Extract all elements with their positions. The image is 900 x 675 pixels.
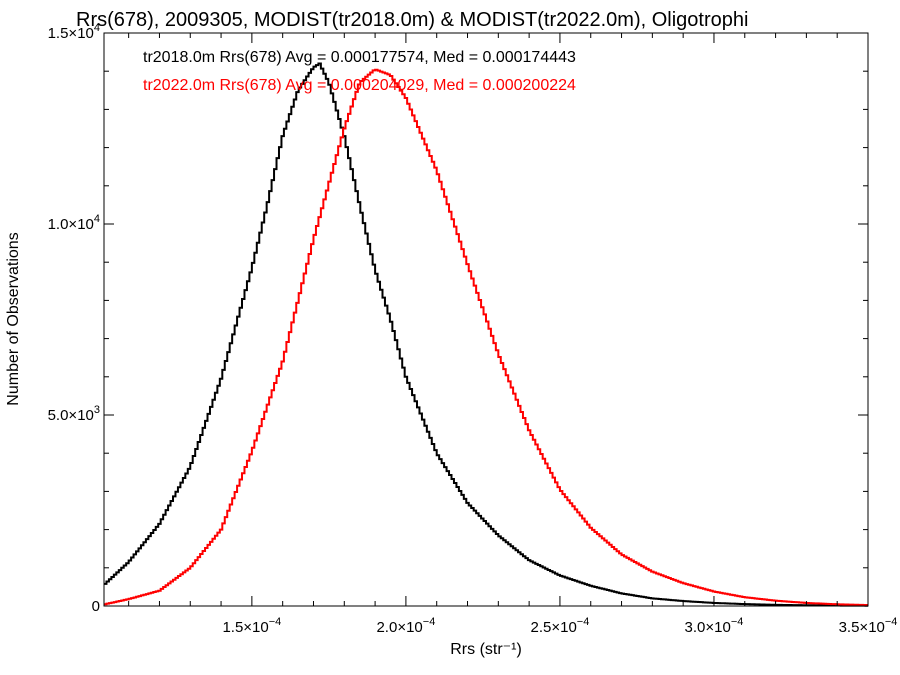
- x-tick-label: 3.5×10−4: [839, 616, 898, 636]
- x-axis-label: Rrs (str⁻¹): [450, 641, 522, 658]
- plot-frame: [103, 32, 869, 607]
- x-axis-label-text: Rrs (str⁻¹): [450, 641, 522, 658]
- x-tick-label: 2.5×10−4: [531, 616, 590, 636]
- chart-title: Rrs(678), 2009305, MODIST(tr2018.0m) & M…: [76, 9, 748, 31]
- x-tick-label: 3.0×10−4: [685, 616, 744, 636]
- x-axis-ticks: 1.5×10−4 2.0×10−4 2.5×10−4 3.0×10−4 3.5×10−4: [128, 33, 898, 636]
- y-tick-label: 0: [92, 598, 100, 615]
- series-line-tr2022.0m: [104, 68, 868, 607]
- series-line-tr2018.0m: [104, 62, 868, 607]
- x-tick-label: 2.0×10−4: [376, 616, 435, 636]
- y-axis-ticks: 0 5.0×103 1.0×104 1.5×104: [48, 22, 868, 615]
- y-axis-label: Number of Observations: [5, 232, 22, 405]
- series-1-annotation: tr2018.0m Rrs(678) Avg = 0.000177574, Me…: [143, 49, 576, 66]
- y-tick-label: 1.5×104: [48, 22, 100, 42]
- x-tick-label: 1.5×10−4: [222, 616, 281, 636]
- plot-body: [104, 62, 868, 607]
- y-tick-label: 1.0×104: [48, 213, 100, 233]
- series-2-annotation: tr2022.0m Rrs(678) Avg = 0.000204029, Me…: [143, 77, 576, 94]
- y-tick-label: 5.0×103: [48, 404, 100, 424]
